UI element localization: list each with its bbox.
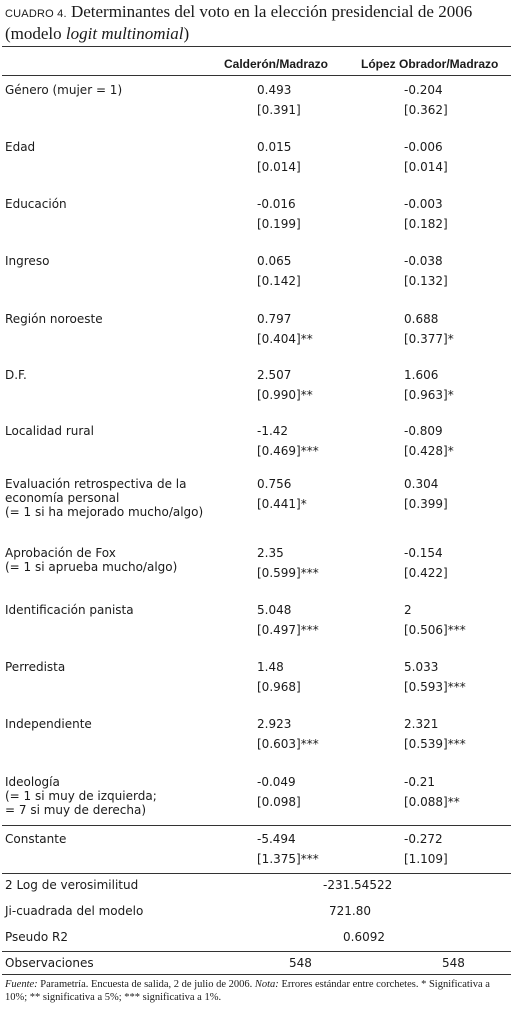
table-title: CUADRO 4. Determinantes del voto en la e…	[5, 2, 510, 43]
row-label: Edad	[5, 140, 36, 154]
coef-lopez-obrador: -0.154	[404, 546, 443, 560]
row-label: Perredista	[5, 660, 66, 674]
se-lopez-obrador: [0.399]	[404, 497, 448, 511]
coef-lopez-obrador: 1.606	[404, 368, 439, 382]
nota-label: Nota:	[254, 979, 279, 990]
se-calderon: [0.441]*	[257, 497, 307, 511]
nota-text: Errores estándar entre corchetes. * Sign…	[5, 979, 490, 1003]
se-lopez-obrador: [1.109]	[404, 852, 448, 866]
title-text: Determinantes del voto en la elección pr…	[70, 2, 473, 21]
coef-calderon: 2.923	[257, 717, 292, 731]
row-label: Localidad rural	[5, 424, 94, 438]
top-rule	[2, 46, 511, 47]
row-label: Región noroeste	[5, 312, 103, 326]
coef-calderon: 2.35	[257, 546, 284, 560]
se-lopez-obrador: [0.014]	[404, 160, 448, 174]
row-label: Ideología (= 1 si muy de izquierda; = 7 …	[5, 775, 157, 817]
stat-label-pseudo-r2: Pseudo R2	[5, 930, 69, 944]
se-calderon: [0.990]**	[257, 388, 313, 402]
observations-rule	[2, 951, 511, 952]
coef-lopez-obrador: 0.688	[404, 312, 439, 326]
coef-lopez-obrador: -0.038	[404, 254, 443, 268]
coef-calderon: -1.42	[257, 424, 289, 438]
se-calderon: [0.968]	[257, 680, 301, 694]
coef-lopez-obrador: 2.321	[404, 717, 439, 731]
se-lopez-obrador: [0.132]	[404, 274, 448, 288]
se-lopez-obrador: [0.428]*	[404, 444, 454, 458]
se-lopez-obrador: [0.362]	[404, 103, 448, 117]
coef-calderon: 5.048	[257, 603, 292, 617]
constant-rule	[2, 825, 511, 826]
coef-calderon: 2.507	[257, 368, 292, 382]
fuente-text: Parametría. Encuesta de salida, 2 de jul…	[37, 979, 255, 990]
coef-lopez-obrador: -0.204	[404, 83, 443, 97]
footnote: Fuente: Parametría. Encuesta de salida, …	[5, 978, 508, 1004]
se-calderon: [0.014]	[257, 160, 301, 174]
stat-value-pseudo-r2: 0.6092	[343, 930, 385, 944]
coef-calderon: -5.494	[257, 832, 296, 846]
se-lopez-obrador: [0.377]*	[404, 332, 454, 346]
se-lopez-obrador: [0.088]**	[404, 795, 460, 809]
row-label: Educación	[5, 197, 67, 211]
row-label: Ingreso	[5, 254, 50, 268]
coef-calderon: -0.049	[257, 775, 296, 789]
stat-label-loglik: 2 Log de verosimilitud	[5, 878, 139, 892]
coef-lopez-obrador: -0.006	[404, 140, 443, 154]
se-calderon: [0.404]**	[257, 332, 313, 346]
coef-calderon: 1.48	[257, 660, 284, 674]
stats-rule	[2, 873, 511, 874]
subtitle-prefix: (modelo	[5, 24, 66, 43]
row-label: Evaluación retrospectiva de la economía …	[5, 477, 204, 519]
header-rule	[2, 75, 511, 76]
se-lopez-obrador: [0.593]***	[404, 680, 466, 694]
coef-calderon: 0.756	[257, 477, 292, 491]
se-lopez-obrador: [0.182]	[404, 217, 448, 231]
row-label: Independiente	[5, 717, 92, 731]
se-calderon: [1.375]***	[257, 852, 319, 866]
se-calderon: [0.469]***	[257, 444, 319, 458]
coef-lopez-obrador: 5.033	[404, 660, 439, 674]
observations-label: Observaciones	[5, 956, 94, 970]
column-header-lopez-obrador: López Obrador/Madrazo	[361, 57, 499, 71]
fuente-label: Fuente:	[5, 979, 38, 990]
subtitle-italic: logit multinomial	[65, 24, 184, 43]
subtitle-suffix: )	[183, 24, 190, 43]
coef-calderon: -0.016	[257, 197, 296, 211]
row-label: Constante	[5, 832, 67, 846]
coef-lopez-obrador: -0.003	[404, 197, 443, 211]
stat-value-loglik: -231.54522	[323, 878, 393, 892]
row-label: Género (mujer = 1)	[5, 83, 123, 97]
stat-value-chi2: 721.80	[329, 904, 371, 918]
coef-lopez-obrador: 2	[404, 603, 412, 617]
column-header-calderon: Calderón/Madrazo	[224, 57, 329, 71]
se-lopez-obrador: [0.963]*	[404, 388, 454, 402]
coef-lopez-obrador: -0.809	[404, 424, 443, 438]
se-lopez-obrador: [0.506]***	[404, 623, 466, 637]
coef-calderon: 0.797	[257, 312, 292, 326]
row-label: D.F.	[5, 368, 27, 382]
se-calderon: [0.497]***	[257, 623, 319, 637]
se-calderon: [0.603]***	[257, 737, 319, 751]
coef-calderon: 0.065	[257, 254, 292, 268]
coef-calderon: 0.493	[257, 83, 292, 97]
bottom-rule	[2, 974, 511, 975]
se-calderon: [0.142]	[257, 274, 301, 288]
se-lopez-obrador: [0.539]***	[404, 737, 466, 751]
se-calderon: [0.199]	[257, 217, 301, 231]
table-number: CUADRO 4.	[5, 8, 67, 20]
coef-calderon: 0.015	[257, 140, 292, 154]
se-calderon: [0.391]	[257, 103, 301, 117]
coef-lopez-obrador: -0.272	[404, 832, 443, 846]
observations-lopez-obrador: 548	[442, 956, 465, 970]
row-label: Identificación panista	[5, 603, 134, 617]
coef-lopez-obrador: -0.21	[404, 775, 436, 789]
se-calderon: [0.098]	[257, 795, 301, 809]
row-label: Aprobación de Fox (= 1 si aprueba mucho/…	[5, 546, 178, 574]
se-lopez-obrador: [0.422]	[404, 566, 448, 580]
coef-lopez-obrador: 0.304	[404, 477, 439, 491]
se-calderon: [0.599]***	[257, 566, 319, 580]
stat-label-chi2: Ji-cuadrada del modelo	[5, 904, 144, 918]
observations-calderon: 548	[289, 956, 312, 970]
